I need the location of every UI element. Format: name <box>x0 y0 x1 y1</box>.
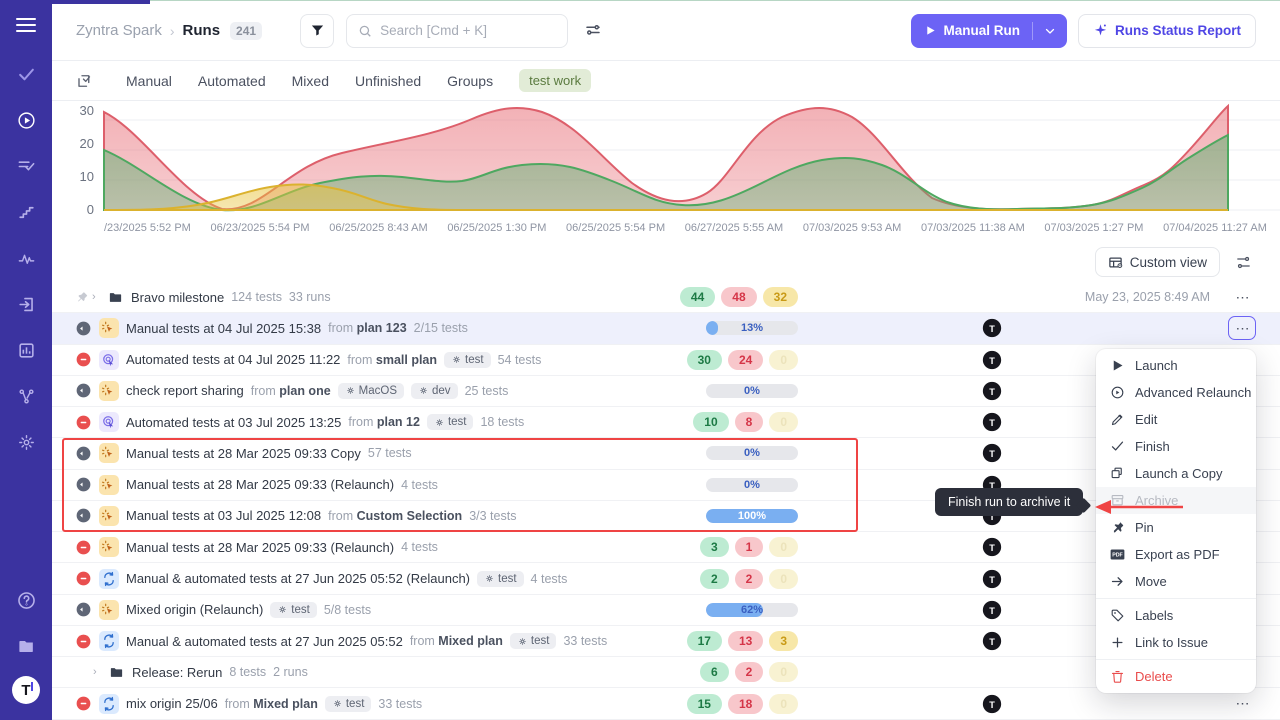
svg-text:T: T <box>989 606 995 616</box>
svg-text:T: T <box>989 543 995 553</box>
svg-text:T: T <box>989 699 995 709</box>
svg-text:T: T <box>989 324 995 334</box>
svg-text:T: T <box>989 574 995 584</box>
svg-text:T: T <box>989 387 995 397</box>
svg-text:T: T <box>989 355 995 365</box>
svg-text:T: T <box>989 449 995 459</box>
svg-text:PDF: PDF <box>1112 553 1123 559</box>
svg-text:T: T <box>989 418 995 428</box>
svg-text:T: T <box>989 637 995 647</box>
